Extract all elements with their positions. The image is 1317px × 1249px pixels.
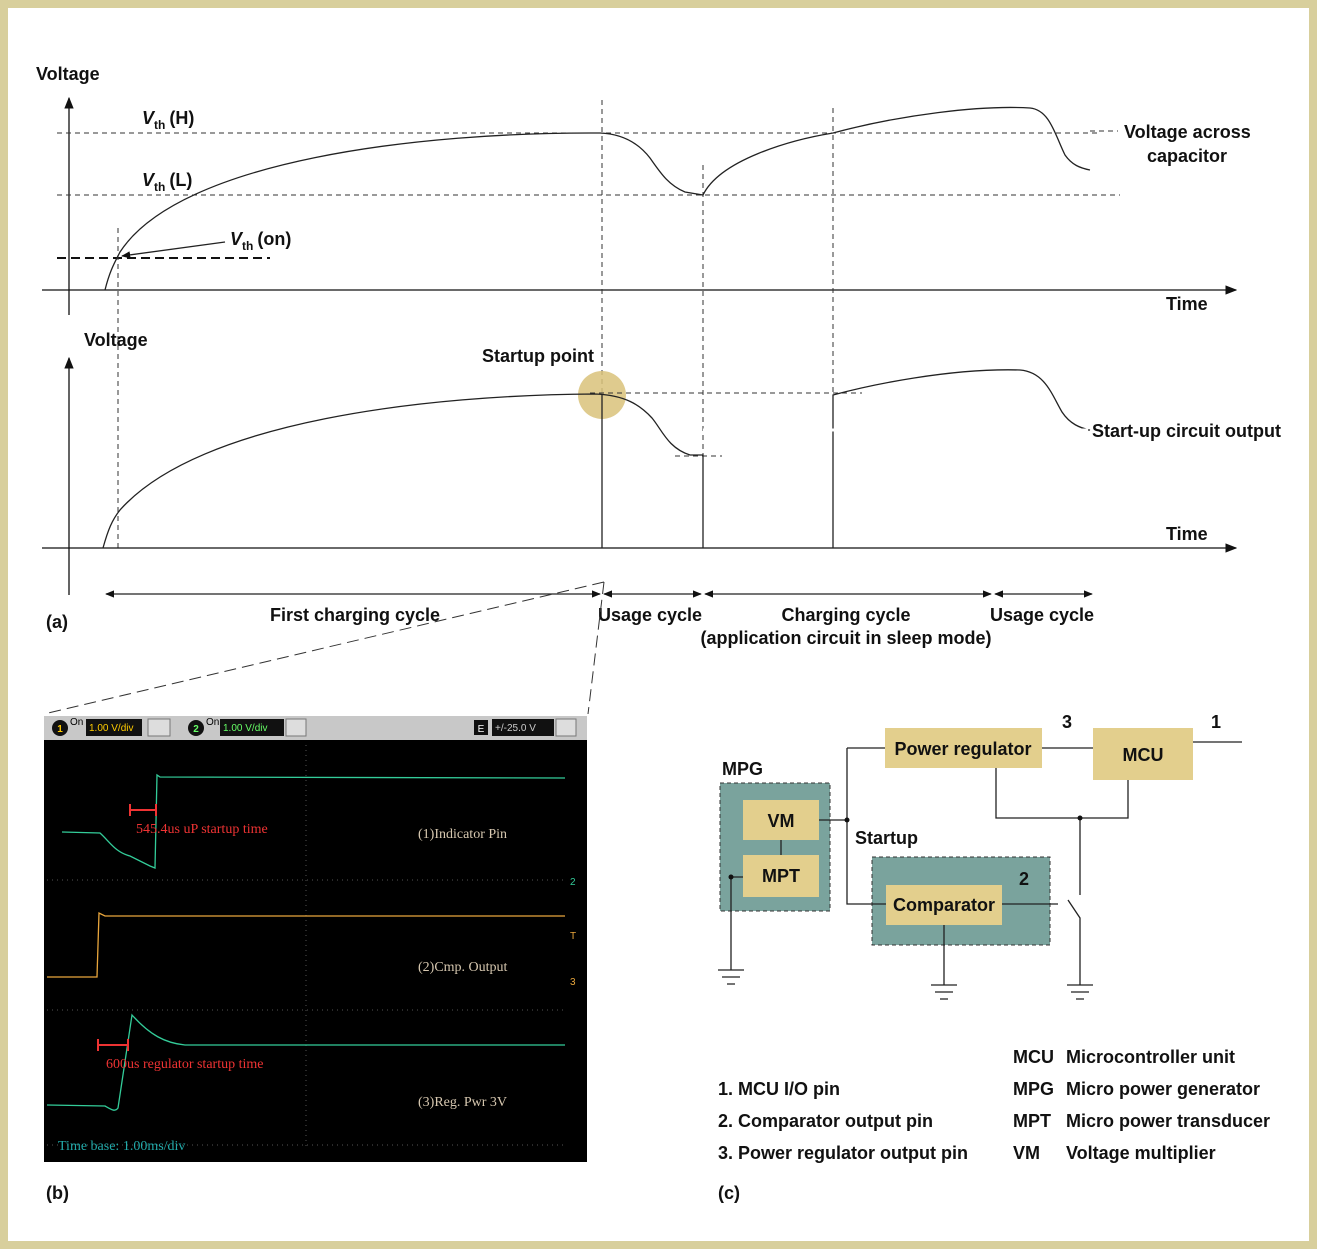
scale: 1.00 V/div (223, 723, 267, 734)
button[interactable] (148, 719, 170, 736)
block-label: MPT (762, 866, 800, 886)
side-marker: 3 (570, 977, 576, 988)
block-label: Comparator (893, 895, 995, 915)
side-marker: 2 (570, 877, 576, 888)
side-marker: T (570, 931, 576, 942)
cycle-label: Usage cycle (598, 605, 702, 625)
channel-num: 1 (57, 724, 63, 735)
abbr-def: Microcontroller unit (1066, 1047, 1235, 1067)
abbr-def: Micro power generator (1066, 1079, 1260, 1099)
annotation: (3)Reg. Pwr 3V (418, 1095, 507, 1110)
cycle-label: Usage cycle (990, 605, 1094, 625)
pin-label: 1 (1211, 712, 1221, 732)
scale: 1.00 V/div (89, 723, 133, 734)
on-label: On (70, 717, 83, 728)
block-label: MPG (722, 759, 763, 779)
figure: Voltage Time Vth(H) Vth(L) Vth(on) Volta… (0, 0, 1317, 1249)
panel-label: (c) (718, 1183, 740, 1203)
pin-label: 3 (1062, 712, 1072, 732)
annotation: (1)Indicator Pin (418, 827, 507, 842)
panel-label: (b) (46, 1183, 69, 1203)
ext: E (478, 724, 485, 735)
abbr: MPG (1013, 1079, 1054, 1099)
annotation: Time base: 1.00ms/div (58, 1139, 185, 1154)
curve-label: Start-up circuit output (1092, 421, 1281, 441)
curve-label: Voltage across (1124, 122, 1251, 142)
range: +/-25.0 V (495, 723, 536, 734)
pin-item: 1. MCU I/O pin (718, 1079, 840, 1099)
abbr-def: Micro power transducer (1066, 1111, 1270, 1131)
axis-label: Voltage (36, 64, 100, 84)
block-label: VM (768, 811, 795, 831)
pin-item: 2. Comparator output pin (718, 1111, 933, 1131)
abbr: VM (1013, 1143, 1040, 1163)
panel-label: (a) (46, 612, 68, 632)
pin-item: 3. Power regulator output pin (718, 1143, 968, 1163)
junction (729, 875, 734, 880)
abbr: MCU (1013, 1047, 1054, 1067)
annotation: (2)Cmp. Output (418, 960, 508, 975)
button[interactable] (556, 719, 576, 736)
annotation: 545.4us uP startup time (136, 822, 268, 837)
axis-label: Time (1166, 294, 1208, 314)
block-label: Power regulator (894, 739, 1031, 759)
annotation: Startup point (482, 346, 594, 366)
cycle-label: Charging cycle (781, 605, 910, 625)
abbr-def: Voltage multiplier (1066, 1143, 1216, 1163)
cycle-label: First charging cycle (270, 605, 440, 625)
panel-b: 1 On 1.00 V/div 2 On 1.00 V/div E +/-25.… (44, 716, 587, 1203)
abbr: MPT (1013, 1111, 1051, 1131)
on-label: On (206, 717, 219, 728)
axis-label: Time (1166, 524, 1208, 544)
curve-label: capacitor (1147, 146, 1227, 166)
button[interactable] (286, 719, 306, 736)
block-label: Startup (855, 828, 918, 848)
junction (1078, 816, 1083, 821)
cycle-label: (application circuit in sleep mode) (700, 628, 991, 648)
pin-label: 2 (1019, 869, 1029, 889)
axis-label: Voltage (84, 330, 148, 350)
junction (845, 818, 850, 823)
annotation: 600us regulator startup time (106, 1057, 263, 1072)
channel-num: 2 (193, 724, 199, 735)
block-label: MCU (1123, 745, 1164, 765)
